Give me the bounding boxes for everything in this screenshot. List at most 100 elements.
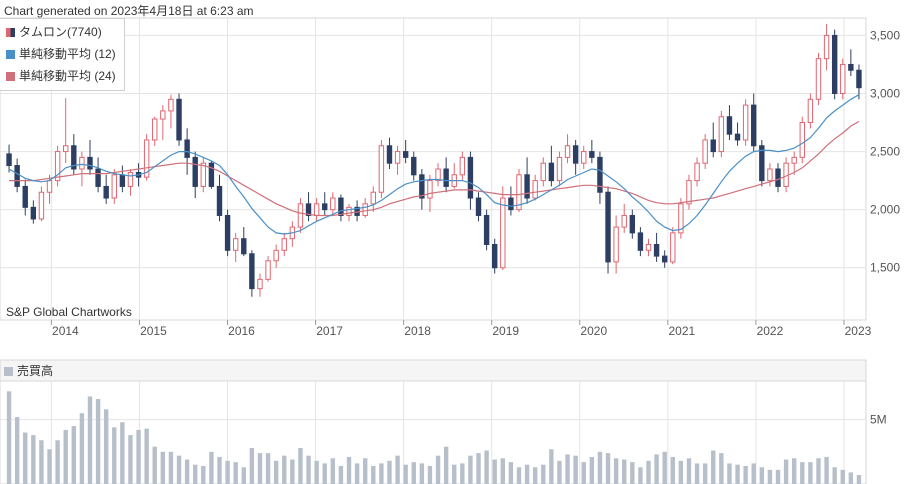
volume-bar <box>152 446 157 484</box>
candle-body <box>597 156 603 193</box>
candle-body <box>273 249 279 262</box>
volume-bar <box>711 450 716 484</box>
candle-body <box>572 145 579 164</box>
legend-label-price: タムロン(7740) <box>19 25 102 39</box>
volume-bar <box>541 464 546 484</box>
candle-body <box>653 244 660 257</box>
candle-body <box>79 156 85 170</box>
candle-body <box>435 168 441 182</box>
candle-body <box>767 168 773 182</box>
volume-bar <box>273 460 279 484</box>
volume-bar <box>176 455 182 484</box>
candle-body <box>38 191 45 220</box>
candle-body <box>686 180 692 205</box>
volume-bar <box>419 463 425 484</box>
legend-label-sma24: 単純移動平均 (24) <box>19 69 116 83</box>
volume-bar <box>427 465 433 484</box>
x-tick-label: 2015 <box>140 324 167 338</box>
candle-body <box>718 116 725 153</box>
candle-body <box>605 191 611 263</box>
candle-body <box>330 197 336 211</box>
candle-body <box>742 104 749 141</box>
candle-body <box>63 145 69 153</box>
price-y-tick-label: 1,500 <box>870 261 900 275</box>
volume-bar <box>362 458 368 484</box>
volume-bar <box>209 451 214 484</box>
legend-label-sma12: 単純移動平均 (12) <box>19 47 116 61</box>
volume-bar <box>31 435 36 484</box>
volume-bar <box>23 432 28 484</box>
candle-body <box>459 156 466 176</box>
candle-body <box>856 69 862 89</box>
price-y-tick-label: 3,000 <box>870 87 900 101</box>
volume-bar <box>638 467 643 484</box>
volume-bar <box>387 460 392 484</box>
volume-bar <box>492 459 497 484</box>
x-tick-label: 2014 <box>52 324 79 338</box>
volume-bar <box>395 455 400 484</box>
volume-bar <box>120 422 125 484</box>
volume-bar <box>338 465 344 484</box>
generated-timestamp: Chart generated on 2023年4月18日 at 6:23 am <box>4 4 254 18</box>
candle-body <box>184 139 190 158</box>
candle-body <box>840 63 846 95</box>
candle-body <box>313 203 320 216</box>
candle-body <box>394 151 401 164</box>
volume-bar <box>646 460 651 484</box>
volume-bar <box>856 474 862 484</box>
volume-bar <box>775 469 781 484</box>
volume-bar <box>290 459 295 484</box>
candle-body <box>702 139 708 164</box>
candle-body <box>661 255 668 263</box>
candle-body <box>467 156 474 199</box>
x-tick-label: 2018 <box>404 324 431 338</box>
candle-body <box>208 162 215 187</box>
candle-body <box>419 174 425 199</box>
candle-body <box>241 238 247 255</box>
sma24-swatch-icon <box>6 72 15 81</box>
candle-body <box>726 116 733 135</box>
candle-body <box>46 180 53 193</box>
volume-bar <box>314 460 319 484</box>
candle-body <box>232 238 239 251</box>
candle-body <box>629 214 636 234</box>
price-y-axis: 1,500 2,000 2,500 3,000 3,500 <box>870 28 900 274</box>
volume-bar <box>532 467 538 484</box>
sma12-swatch-icon <box>6 50 15 59</box>
candle-body <box>160 110 166 120</box>
volume-swatch-icon <box>4 367 13 376</box>
volume-bar <box>573 455 578 484</box>
volume-bar <box>670 456 675 484</box>
volume-bar <box>71 426 77 484</box>
legend-item-sma24: 単純移動平均 (24) <box>6 65 116 87</box>
volume-bar <box>549 449 554 484</box>
x-axis: 2014 2015 2016 2017 2018 2019 2020 2021 2022 2023 <box>50 320 872 338</box>
candle-body <box>386 145 393 164</box>
sma24-line <box>9 120 860 217</box>
volume-bar <box>201 465 206 484</box>
volume-bar <box>719 453 724 484</box>
candle-body <box>71 145 77 170</box>
volume-bar <box>468 455 473 484</box>
volume-bar <box>403 464 408 484</box>
volume-bar <box>443 446 449 484</box>
candle-body <box>370 191 376 205</box>
candle-body <box>103 185 109 199</box>
candle-body <box>322 203 328 211</box>
volume-bar <box>524 464 530 484</box>
candle-body <box>30 206 37 220</box>
volume-bar <box>476 453 481 484</box>
candle-body <box>111 174 117 199</box>
volume-bar <box>306 455 311 484</box>
candle-body <box>119 174 126 187</box>
candle-body <box>637 232 644 251</box>
candle-body <box>378 145 385 193</box>
volume-bar <box>160 451 166 484</box>
volume-bar <box>371 465 376 484</box>
volume-bar <box>767 469 773 484</box>
volume-bar <box>840 469 845 484</box>
candle-body <box>759 145 765 182</box>
candle-body <box>823 34 830 60</box>
volume-bar <box>743 465 748 484</box>
candle-body <box>589 151 595 158</box>
